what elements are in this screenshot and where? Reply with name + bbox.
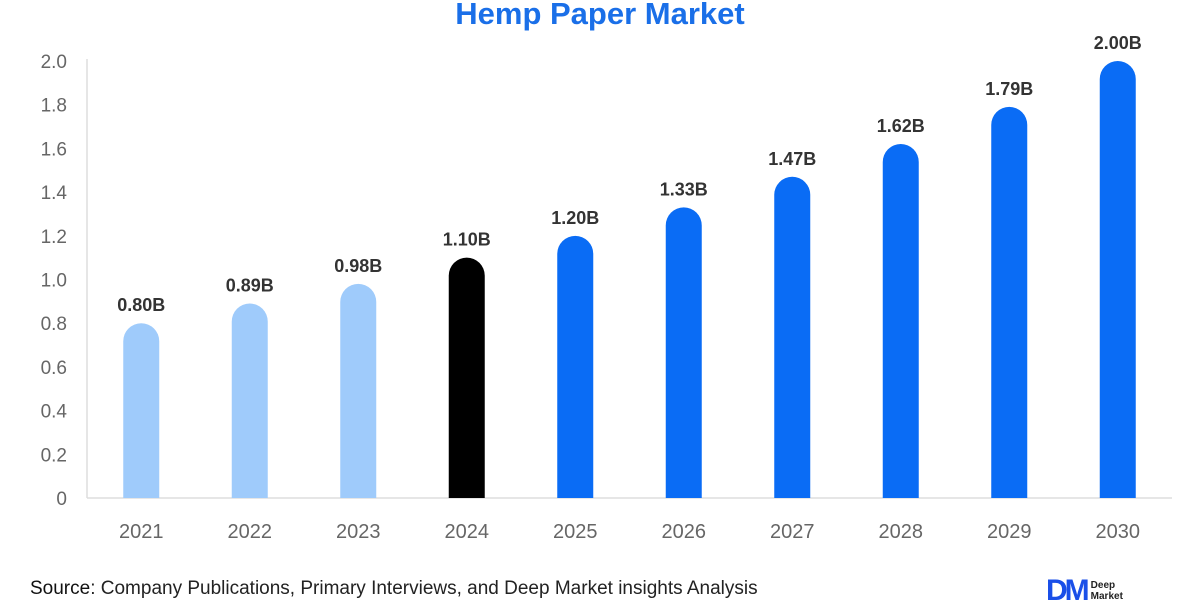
logo-text: Deep Market	[1091, 580, 1123, 602]
y-tick-label: 1.0	[41, 271, 67, 292]
x-tick-label: 2023	[336, 521, 381, 543]
y-tick-label: 1.4	[41, 183, 68, 204]
logo-mark: DM	[1046, 574, 1090, 607]
y-tick-label: 0.8	[41, 314, 67, 335]
data-label: 1.20B	[551, 208, 599, 228]
data-label: 0.89B	[226, 276, 274, 296]
source-text: : Company Publications, Primary Intervie…	[90, 578, 758, 599]
y-tick-label: 0.2	[41, 445, 67, 466]
data-label: 2.00B	[1094, 33, 1142, 53]
bar-2021	[123, 323, 160, 498]
y-tick-label: 0.4	[41, 402, 68, 423]
x-tick-label: 2027	[770, 521, 815, 543]
bar-2027	[774, 176, 811, 498]
bar-2028	[882, 144, 919, 498]
data-label: 1.79B	[985, 79, 1033, 99]
bar-2030	[1099, 61, 1136, 498]
bar-2025	[557, 235, 594, 498]
bar-2024	[448, 257, 485, 498]
y-tick-label: 2.0	[41, 52, 67, 73]
y-tick-label: 1.2	[41, 227, 67, 248]
data-label: 0.98B	[334, 256, 382, 276]
data-label: 1.10B	[443, 230, 491, 250]
x-tick-label: 2030	[1096, 521, 1141, 543]
x-tick-label: 2022	[228, 521, 273, 543]
x-tick-label: 2028	[879, 521, 924, 543]
bar-2022	[231, 303, 268, 498]
x-tick-label: 2029	[987, 521, 1032, 543]
y-tick-label: 0.6	[41, 358, 67, 379]
data-label: 0.80B	[117, 295, 165, 315]
logo-text-1: Deep	[1090, 580, 1116, 591]
bar-2026	[665, 207, 702, 498]
y-tick-label: 0	[56, 489, 67, 510]
y-tick-label: 1.8	[41, 96, 67, 117]
chart-title: Hemp Paper Market	[455, 0, 745, 31]
data-label: 1.33B	[660, 179, 708, 199]
x-tick-label: 2021	[119, 521, 164, 543]
x-tick-label: 2026	[662, 521, 707, 543]
bar-2023	[340, 283, 377, 498]
source-label: Source	[30, 578, 91, 599]
source-note: Source: Company Publications, Primary In…	[30, 578, 758, 600]
deep-market-logo: DM Deep Market	[1046, 574, 1123, 608]
data-label: 1.47B	[768, 149, 816, 169]
y-tick-label: 1.6	[41, 139, 67, 160]
x-tick-label: 2025	[553, 521, 598, 543]
data-label: 1.62B	[877, 116, 925, 136]
logo-text-2: Market	[1090, 591, 1123, 602]
x-tick-label: 2024	[445, 521, 490, 543]
bar-2029	[991, 106, 1028, 498]
